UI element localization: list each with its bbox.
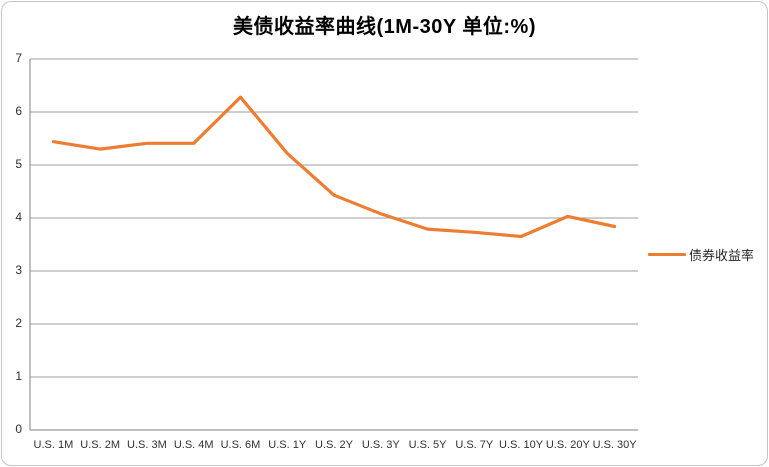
y-tick-label: 6 [15, 104, 22, 118]
x-tick-label: U.S. 2M [80, 439, 120, 451]
y-tick-label: 3 [15, 263, 22, 277]
legend-line-marker [648, 253, 686, 256]
y-tick-label: 5 [15, 157, 22, 171]
series-line [51, 95, 617, 239]
x-tick-label: U.S. 4M [173, 439, 214, 451]
x-tick-label: U.S. 6M [220, 439, 261, 451]
legend-label: 债券收益率 [689, 248, 755, 263]
y-tick-label: 2 [15, 316, 22, 330]
x-tick-label: U.S. 2Y [315, 439, 353, 451]
x-tick-label: U.S. 3Y [361, 439, 400, 451]
x-tick-label: U.S. 10Y [499, 439, 544, 451]
x-tick-label: U.S. 1M [33, 439, 74, 451]
y-tick-label: 7 [15, 51, 22, 65]
y-tick-label: 0 [15, 422, 22, 436]
chart-title: 美债收益率曲线(1M-30Y 单位:%) [233, 16, 536, 38]
x-tick-label: U.S. 1Y [268, 439, 307, 451]
x-tick-label: U.S. 5Y [408, 439, 447, 451]
x-tick-label: U.S. 20Y [545, 439, 590, 451]
x-tick-label: U.S. 7Y [455, 439, 494, 451]
y-tick-label: 4 [15, 210, 22, 224]
x-tick-label: U.S. 30Y [592, 439, 637, 451]
y-tick-label: 1 [15, 369, 22, 383]
legend: 债券收益率 [648, 245, 754, 264]
x-tick-label: U.S. 3M [127, 439, 167, 451]
